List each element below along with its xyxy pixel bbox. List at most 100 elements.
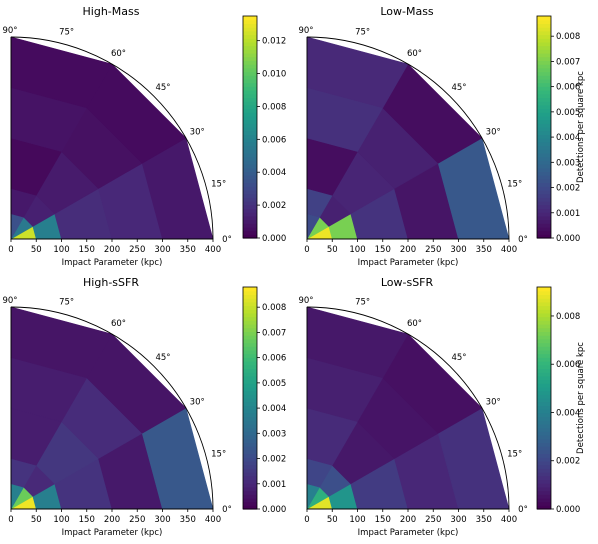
x-tick-label: 400 bbox=[205, 245, 221, 255]
colorbar-segment bbox=[243, 60, 257, 65]
colorbar-segment bbox=[243, 472, 257, 477]
colorbar-segment bbox=[243, 331, 257, 336]
colorbar-segment bbox=[537, 449, 551, 455]
colorbar-segment bbox=[243, 41, 257, 47]
colorbar-segment bbox=[243, 27, 257, 32]
colorbar-segment bbox=[243, 290, 257, 295]
colorbar-segment bbox=[537, 152, 551, 158]
angle-tick-label: 45° bbox=[155, 83, 170, 93]
colorbar-segment bbox=[243, 457, 257, 462]
colorbar-segment bbox=[243, 423, 257, 429]
panel-title: Low-sSFR bbox=[381, 276, 434, 289]
colorbar-segment bbox=[537, 160, 551, 165]
colorbar-segment bbox=[243, 49, 257, 54]
colorbar-segment bbox=[537, 412, 551, 418]
x-tick-label: 50 bbox=[31, 515, 42, 525]
angle-tick-label: 15° bbox=[211, 449, 226, 459]
colorbar-segment bbox=[537, 60, 551, 65]
colorbar-segment bbox=[243, 401, 257, 406]
colorbar-segment bbox=[537, 56, 551, 61]
colorbar-tick-label: 0.010 bbox=[262, 70, 286, 80]
colorbar-segment bbox=[243, 201, 257, 206]
x-tick-label: 400 bbox=[501, 515, 517, 525]
colorbar-segment bbox=[537, 486, 551, 492]
x-tick-label: 300 bbox=[154, 515, 170, 525]
colorbar-segment bbox=[537, 460, 551, 466]
angle-tick-label: 60° bbox=[407, 49, 422, 59]
colorbar-segment bbox=[243, 364, 257, 369]
colorbar-segment bbox=[537, 301, 551, 307]
colorbar-tick-label: 0.003 bbox=[556, 158, 580, 168]
colorbar-segment bbox=[537, 171, 551, 176]
colorbar-segment bbox=[243, 56, 257, 61]
colorbar-segment bbox=[537, 416, 551, 421]
colorbar-segment bbox=[243, 446, 257, 451]
colorbar-segment bbox=[537, 156, 551, 161]
colorbar-segment bbox=[537, 335, 551, 340]
colorbar-segment bbox=[537, 298, 551, 303]
colorbar-segment bbox=[243, 130, 257, 135]
colorbar-segment bbox=[243, 320, 257, 325]
colorbar-segment bbox=[243, 34, 257, 39]
colorbar-segment bbox=[537, 97, 551, 102]
polar-arc bbox=[10, 306, 214, 510]
colorbar-segment bbox=[243, 327, 257, 332]
colorbar-segment bbox=[243, 375, 257, 381]
colorbar-segment bbox=[243, 438, 257, 443]
colorbar-segment bbox=[537, 49, 551, 54]
colorbar-segment bbox=[243, 45, 257, 50]
colorbar-segment bbox=[243, 490, 257, 495]
colorbar-segment bbox=[243, 230, 257, 235]
colorbar-segment bbox=[537, 468, 551, 473]
colorbar-tick-label: 0.002 bbox=[556, 457, 580, 467]
colorbar-segment bbox=[243, 479, 257, 484]
colorbar-segment bbox=[537, 127, 551, 132]
angle-tick-label: 90° bbox=[298, 296, 313, 306]
x-tick-label: 400 bbox=[205, 515, 221, 525]
colorbar-segment bbox=[243, 223, 257, 228]
colorbar-segment bbox=[537, 215, 551, 221]
colorbar-segment bbox=[537, 193, 551, 198]
colorbar-segment bbox=[537, 342, 551, 347]
colorbar-segment bbox=[243, 368, 257, 373]
angle-tick-label: 60° bbox=[111, 319, 126, 329]
colorbar-segment bbox=[537, 353, 551, 358]
x-tick-label: 200 bbox=[104, 515, 120, 525]
colorbar-segment bbox=[243, 145, 257, 150]
panel-high-ssfr: High-sSFR 0 50 100 150 200 250 300 350 400 Impact … bbox=[2, 276, 286, 538]
colorbar-segment bbox=[243, 349, 257, 355]
colorbar-segment bbox=[537, 175, 551, 180]
colorbar-segment bbox=[243, 97, 257, 102]
colorbar-segment bbox=[243, 390, 257, 395]
angle-tick-label: 0° bbox=[222, 235, 232, 245]
colorbar-segment bbox=[243, 409, 257, 414]
colorbar-segment bbox=[243, 215, 257, 221]
colorbar-segment bbox=[243, 219, 257, 224]
colorbar-segment bbox=[537, 505, 551, 510]
colorbar-segment bbox=[243, 298, 257, 303]
colorbar-segment bbox=[243, 182, 257, 187]
colorbar-segment bbox=[537, 45, 551, 50]
colorbar-segment bbox=[537, 442, 551, 447]
colorbar-segment bbox=[537, 379, 551, 384]
colorbar-segment bbox=[537, 501, 551, 506]
colorbar-segment bbox=[243, 119, 257, 124]
colorbar-segment bbox=[243, 386, 257, 392]
colorbar-tick-label: 0.008 bbox=[556, 32, 580, 42]
colorbar-segment bbox=[243, 501, 257, 506]
angle-tick-label: 15° bbox=[507, 179, 522, 189]
colorbar-segment bbox=[243, 412, 257, 418]
colorbar-tick-label: 0.000 bbox=[262, 505, 286, 515]
colorbar-segment bbox=[537, 19, 551, 24]
x-tick-label: 150 bbox=[79, 515, 95, 525]
x-axis-label: Impact Parameter (kpc) bbox=[62, 528, 163, 538]
colorbar-segment bbox=[243, 312, 257, 318]
colorbar-segment bbox=[537, 101, 551, 106]
colorbar-segment bbox=[537, 82, 551, 87]
x-tick-label: 150 bbox=[79, 245, 95, 255]
colorbar-segment bbox=[537, 475, 551, 480]
colorbar-segment bbox=[537, 479, 551, 484]
colorbar-tick-label: 0.006 bbox=[556, 83, 580, 93]
colorbar-segment bbox=[243, 416, 257, 421]
angle-tick-label: 60° bbox=[111, 49, 126, 59]
